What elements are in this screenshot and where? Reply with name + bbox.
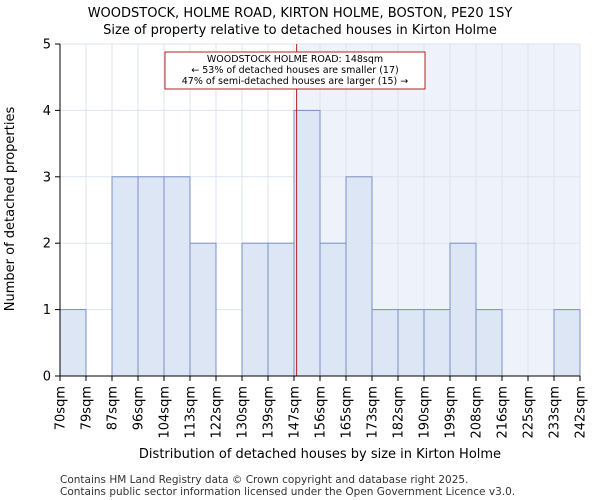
- x-axis-label: Distribution of detached houses by size …: [139, 447, 501, 462]
- chart-title: WOODSTOCK, HOLME ROAD, KIRTON HOLME, BOS…: [88, 6, 513, 21]
- bar-199sqm: [449, 242, 477, 377]
- annotation-line-3: 47% of semi-detached houses are larger (…: [182, 76, 409, 87]
- chart-subtitle: Size of property relative to detached ho…: [103, 23, 497, 38]
- y-tick-label: 0: [43, 370, 51, 385]
- bar-113sqm: [189, 242, 217, 377]
- x-tick-label: 156sqm: [314, 386, 329, 439]
- y-tick-label: 2: [43, 237, 51, 252]
- bars: [59, 109, 581, 377]
- bar-130sqm: [241, 242, 269, 377]
- y-tick-label: 4: [43, 104, 51, 119]
- y-tick-label: 3: [43, 170, 51, 185]
- x-tick-label: 233sqm: [548, 386, 563, 439]
- x-tick-label: 139sqm: [262, 386, 277, 439]
- x-tick-label: 104sqm: [158, 386, 173, 439]
- y-tick-label: 1: [43, 303, 51, 318]
- x-tick-label: 87sqm: [106, 386, 121, 430]
- bar-104sqm: [163, 176, 191, 377]
- bar-165sqm: [345, 176, 373, 377]
- x-tick-label: 130sqm: [236, 386, 251, 439]
- bar-147sqm: [293, 109, 321, 377]
- annotation-line-2: ← 53% of detached houses are smaller (17…: [191, 65, 398, 76]
- x-tick-label: 199sqm: [444, 386, 459, 439]
- x-tick-label: 113sqm: [184, 386, 199, 439]
- x-tick-label: 216sqm: [496, 386, 511, 439]
- x-tick-label: 190sqm: [418, 386, 433, 439]
- annotation-line-1: WOODSTOCK HOLME ROAD: 148sqm: [207, 54, 383, 65]
- bar-96sqm: [137, 176, 165, 377]
- x-tick-label: 173sqm: [366, 386, 381, 439]
- x-tick-label: 182sqm: [392, 386, 407, 439]
- y-axis-label: Number of detached properties: [3, 107, 18, 312]
- x-tick-label: 79sqm: [80, 386, 95, 430]
- x-tick-label: 147sqm: [288, 386, 303, 439]
- bar-87sqm: [111, 176, 139, 377]
- bar-139sqm: [267, 242, 295, 377]
- bar-70sqm: [59, 309, 87, 377]
- x-tick-label: 122sqm: [210, 386, 225, 439]
- x-tick-label: 165sqm: [340, 386, 355, 439]
- x-tick-labels: 70sqm 79sqm 87sqm 96sqm 104sqm 113sqm 122sqm 13…: [54, 376, 589, 439]
- bar-173sqm: [371, 309, 399, 377]
- y-tick-labels: 0 1 2 3 4 5: [43, 38, 60, 385]
- bar-190sqm: [423, 309, 451, 377]
- x-tick-label: 208sqm: [470, 386, 485, 439]
- bar-233sqm: [553, 309, 581, 377]
- x-tick-label: 70sqm: [54, 386, 69, 430]
- annotation-box: WOODSTOCK HOLME ROAD: 148sqm ← 53% of de…: [164, 51, 426, 90]
- bar-208sqm: [475, 309, 503, 377]
- footer-line-1: Contains HM Land Registry data © Crown c…: [60, 474, 468, 486]
- bar-182sqm: [397, 309, 425, 377]
- footer-line-2: Contains public sector information licen…: [60, 486, 515, 498]
- x-tick-label: 242sqm: [574, 386, 589, 439]
- x-tick-label: 96sqm: [132, 386, 147, 430]
- x-tick-label: 225sqm: [522, 386, 537, 439]
- bar-156sqm: [319, 242, 347, 377]
- y-tick-label: 5: [43, 38, 51, 53]
